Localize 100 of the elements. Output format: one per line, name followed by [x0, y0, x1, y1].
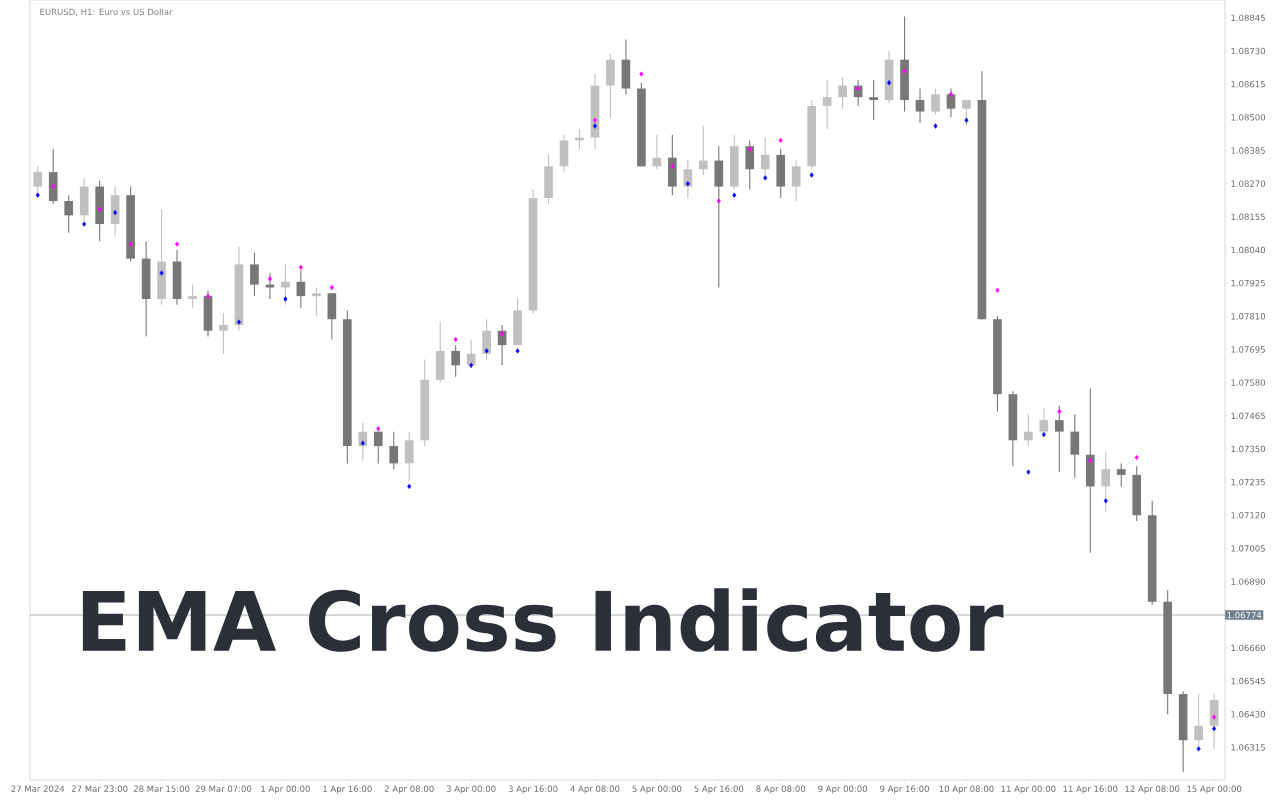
candlestick [683, 160, 693, 199]
point [809, 172, 814, 178]
point [887, 80, 892, 86]
ref-line-label: 1.06774 [1227, 611, 1262, 619]
point [515, 348, 520, 354]
x-tick-label: 27 Mar 2024 [11, 785, 65, 792]
candlestick [1101, 451, 1111, 513]
x-tick-label: 2 Apr 08:00 [384, 785, 434, 794]
candlestick [64, 194, 74, 234]
point [902, 68, 907, 74]
candlestick [482, 318, 491, 361]
candlestick [915, 87, 925, 124]
x-tick-label: 1 Apr 16:00 [323, 785, 372, 794]
y-tick-label: 1.06890 [1231, 578, 1266, 585]
y-tick-label: 1.06545 [1231, 677, 1265, 685]
point [283, 296, 288, 302]
point [995, 287, 1000, 293]
x-tick-label: 5 Apr 00:00 [632, 785, 682, 794]
candlestick [931, 87, 940, 116]
x-tick-label: 9 Apr 16:00 [880, 785, 929, 794]
x-tick-label: 1 Apr 00:00 [261, 785, 310, 794]
text: EMA Cross Indicator [82, 588, 1004, 652]
point [206, 293, 211, 299]
x-tick-label: 11 Apr 00:00 [1001, 785, 1056, 794]
y-tick-label: 1.06660 [1231, 644, 1266, 652]
y-tick-label: 1.07695 [1231, 346, 1265, 353]
point [964, 117, 969, 123]
candlestick [389, 431, 399, 470]
point [82, 221, 87, 227]
y-tick-label: 1.07810 [1231, 313, 1266, 320]
x-tick-label: 28 Mar 15:00 [133, 785, 190, 792]
y-tick-label: 1.08040 [1231, 246, 1266, 254]
candlestick [373, 431, 383, 464]
candlestick [1116, 462, 1126, 487]
y-tick-label: 1.08385 [1231, 147, 1265, 154]
point [1088, 457, 1093, 464]
candlestick [312, 286, 321, 317]
y-tick-label: 1.08500 [1231, 114, 1266, 121]
candlestick [1070, 413, 1080, 479]
y-tick-label: 1.07120 [1231, 512, 1266, 519]
candlestick [281, 263, 290, 306]
y-tick-label: 1.08845 [1231, 14, 1265, 22]
point [376, 426, 381, 432]
point [113, 209, 118, 216]
candlestick [1054, 405, 1064, 473]
point [592, 123, 597, 129]
x-tick-label: 12 Apr 08:00 [1125, 785, 1180, 794]
x-tick-label: 4 Apr 08:00 [570, 785, 620, 794]
candlestick [250, 252, 259, 297]
candlestick [791, 160, 801, 202]
candlestick [404, 431, 414, 482]
point [856, 85, 861, 92]
point [329, 284, 334, 291]
point [1134, 455, 1139, 461]
point [1026, 469, 1031, 475]
point [1212, 714, 1217, 720]
point [639, 71, 644, 77]
point [933, 123, 938, 129]
y-tick-label: 1.07925 [1231, 279, 1265, 287]
x-tick-label: 3 Apr 16:00 [508, 785, 558, 794]
y-tick-label: 1.08730 [1231, 47, 1266, 55]
y-tick-label: 1.07350 [1231, 445, 1266, 453]
point [469, 362, 474, 368]
point [175, 241, 180, 247]
candlestick [698, 125, 708, 176]
point [159, 270, 164, 276]
candlestick [33, 165, 43, 196]
point [778, 137, 783, 144]
candlestick [219, 312, 228, 355]
point [670, 163, 675, 169]
candlestick [962, 99, 971, 127]
point [685, 181, 690, 187]
y-tick-label: 1.08270 [1231, 180, 1266, 187]
x-tick-label: 9 Apr 00:00 [818, 785, 868, 794]
y-tick-label: 1.07580 [1231, 379, 1266, 386]
point [484, 348, 489, 354]
y-tick-label: 1.07465 [1231, 412, 1265, 420]
candlestick [838, 76, 847, 110]
candlestick [869, 79, 878, 121]
candlestick [1194, 693, 1203, 747]
candlestick [451, 344, 460, 378]
candlestick [760, 136, 770, 179]
x-tick-label: 27 Mar 23:00 [71, 785, 128, 792]
candlestick [296, 269, 306, 309]
point [236, 319, 241, 325]
point [1212, 726, 1217, 732]
point [51, 183, 56, 190]
point [360, 440, 365, 446]
point [1041, 431, 1046, 438]
point [716, 198, 721, 204]
x-tick-label: 8 Apr 08:00 [756, 785, 806, 794]
point [267, 276, 272, 282]
candlestick [822, 79, 832, 130]
point [97, 207, 102, 213]
point [763, 175, 768, 181]
point [407, 483, 412, 490]
point [1196, 746, 1201, 752]
point [500, 331, 505, 337]
point [35, 192, 40, 198]
candlestick [745, 139, 755, 190]
